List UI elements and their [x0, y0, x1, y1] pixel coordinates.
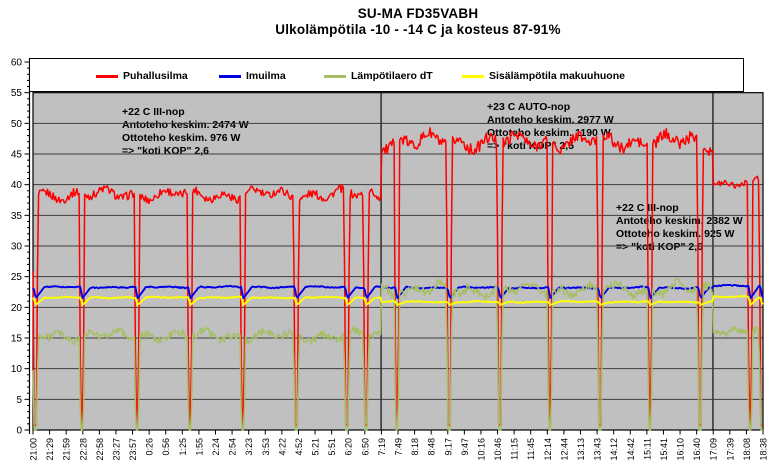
x-tick-label: 15:11: [642, 438, 652, 460]
x-tick-label: 21:00: [29, 438, 39, 461]
x-tick-label: 9:17: [443, 438, 453, 456]
chart-title-line2: Ulkolämpötila -10 - -14 C ja kosteus 87-…: [275, 22, 561, 37]
x-tick-label: 12:14: [543, 438, 553, 461]
x-tick-label: 13:13: [576, 438, 586, 461]
x-tick-label: 10:46: [493, 438, 503, 461]
x-tick-label: 1:25: [178, 438, 188, 456]
x-tick-label: 16:40: [692, 438, 702, 461]
y-tick-label: 0: [16, 426, 22, 437]
y-tick-label: 40: [11, 180, 23, 191]
annotation-line: Ottoteho keskim. 1190 W: [487, 127, 611, 139]
x-tick-label: 7:19: [377, 438, 387, 456]
y-tick-label: 50: [11, 119, 23, 130]
x-tick-label: 17:09: [709, 438, 719, 461]
x-tick-label: 6:50: [360, 438, 370, 456]
annotation-line: => "koti KOP" 2,5: [487, 140, 574, 152]
x-tick-label: 6:20: [344, 438, 354, 456]
series-line-sis-l-mp-tila-makuuhuone: [32, 294, 764, 306]
x-tick-label: 1:55: [194, 438, 204, 456]
green-line-swatch-icon: [324, 74, 346, 78]
x-tick-label: 3:53: [261, 438, 271, 456]
annotation-phase2: +23 C AUTO-nop Antoteho keskim. 2977 W O…: [487, 101, 614, 153]
annotation-line: => "koti KOP" 2,6: [122, 145, 209, 157]
legend-label: Lämpötilaero dT: [351, 70, 433, 82]
x-tick-label: 4:22: [277, 438, 287, 456]
x-tick-label: 5:21: [311, 438, 321, 456]
x-tick-label: 14:42: [626, 438, 636, 461]
x-tick-label: 17:39: [725, 438, 735, 461]
annotation-line: Antoteho keskim. 2382 W: [616, 215, 743, 227]
x-tick-label: 10:16: [476, 438, 486, 461]
x-tick-label: 8:48: [427, 438, 437, 456]
x-tick-label: 22:28: [78, 438, 88, 461]
y-tick-label: 35: [11, 211, 23, 222]
annotation-line: +22 C III-nop: [616, 202, 679, 214]
x-tick-label: 23:27: [111, 438, 121, 461]
annotation-line: => "koti KOP" 2,6: [616, 241, 703, 253]
yellow-line-swatch-icon: [462, 74, 484, 78]
legend-item-imuilma: Imuilma: [219, 69, 286, 83]
x-tick-label: 15:41: [659, 438, 669, 461]
x-tick-label: 18:08: [742, 438, 752, 461]
annotation-phase3: +22 C III-nop Antoteho keskim. 2382 W Ot…: [616, 202, 743, 254]
x-tick-label: 9:47: [460, 438, 470, 456]
blue-line-swatch-icon: [219, 74, 241, 78]
x-tick-label: 2:54: [228, 438, 238, 456]
y-tick-label: 55: [11, 88, 23, 99]
y-tick-label: 30: [11, 242, 23, 253]
y-tick-label: 25: [11, 272, 23, 283]
x-tick-label: 4:52: [294, 438, 304, 456]
legend-label: Sisälämpötila makuuhuone: [489, 70, 625, 82]
y-tick-label: 10: [11, 364, 23, 375]
x-tick-label: 3:23: [244, 438, 254, 456]
y-tick-label: 20: [11, 303, 23, 314]
annotation-line: Ottoteho keskim. 976 W: [122, 132, 241, 144]
series-line-imuilma: [32, 283, 764, 300]
chart-title-line1: SU-MA FD35VABH: [357, 6, 479, 21]
y-tick-label: 60: [11, 58, 23, 69]
series-line-l-mp-tilaero-dt: [32, 278, 763, 431]
x-tick-label: 13:43: [593, 438, 603, 461]
annotation-line: +23 C AUTO-nop: [487, 101, 571, 113]
annotation-line: +22 C III-nop: [122, 106, 185, 118]
legend-item-sisalampotila: Sisälämpötila makuuhuone: [462, 69, 625, 83]
x-tick-label: 5:51: [327, 438, 337, 456]
legend-item-lampotilaero: Lämpötilaero dT: [324, 69, 433, 83]
x-tick-label: 2:24: [211, 438, 221, 456]
x-tick-label: 0:26: [145, 438, 155, 456]
y-tick-label: 15: [11, 334, 23, 345]
y-tick-label: 5: [16, 395, 22, 406]
x-tick-label: 11:45: [526, 438, 536, 460]
legend: Puhallusilma Imuilma Lämpötilaero dT Sis…: [29, 58, 744, 92]
red-line-swatch-icon: [96, 74, 118, 78]
x-tick-label: 16:10: [676, 438, 686, 461]
x-tick-label: 7:49: [394, 438, 404, 456]
y-tick-label: 45: [11, 150, 23, 161]
x-tick-label: 8:18: [410, 438, 420, 456]
annotation-line: Antoteho keskim. 2474 W: [122, 119, 249, 131]
legend-label: Puhallusilma: [123, 70, 188, 82]
x-tick-label: 14:12: [609, 438, 619, 461]
x-tick-label: 23:57: [128, 438, 138, 461]
x-tick-label: 0:56: [161, 438, 171, 456]
x-tick-label: 11:15: [510, 438, 520, 460]
chart-title: SU-MA FD35VABH Ulkolämpötila -10 - -14 C…: [0, 6, 772, 38]
annotation-line: Antoteho keskim. 2977 W: [487, 114, 614, 126]
annotation-phase1: +22 C III-nop Antoteho keskim. 2474 W Ot…: [122, 106, 249, 158]
annotation-line: Ottoteho keskim. 925 W: [616, 228, 735, 240]
legend-label: Imuilma: [246, 70, 286, 82]
legend-item-puhallusilma: Puhallusilma: [96, 69, 188, 83]
x-tick-label: 12:44: [559, 438, 569, 461]
x-tick-label: 21:29: [45, 438, 55, 461]
x-tick-label: 22:58: [95, 438, 105, 461]
x-tick-label: 21:59: [62, 438, 72, 461]
series-line-puhallusilma: [32, 127, 763, 426]
x-tick-label: 18:38: [759, 438, 769, 461]
